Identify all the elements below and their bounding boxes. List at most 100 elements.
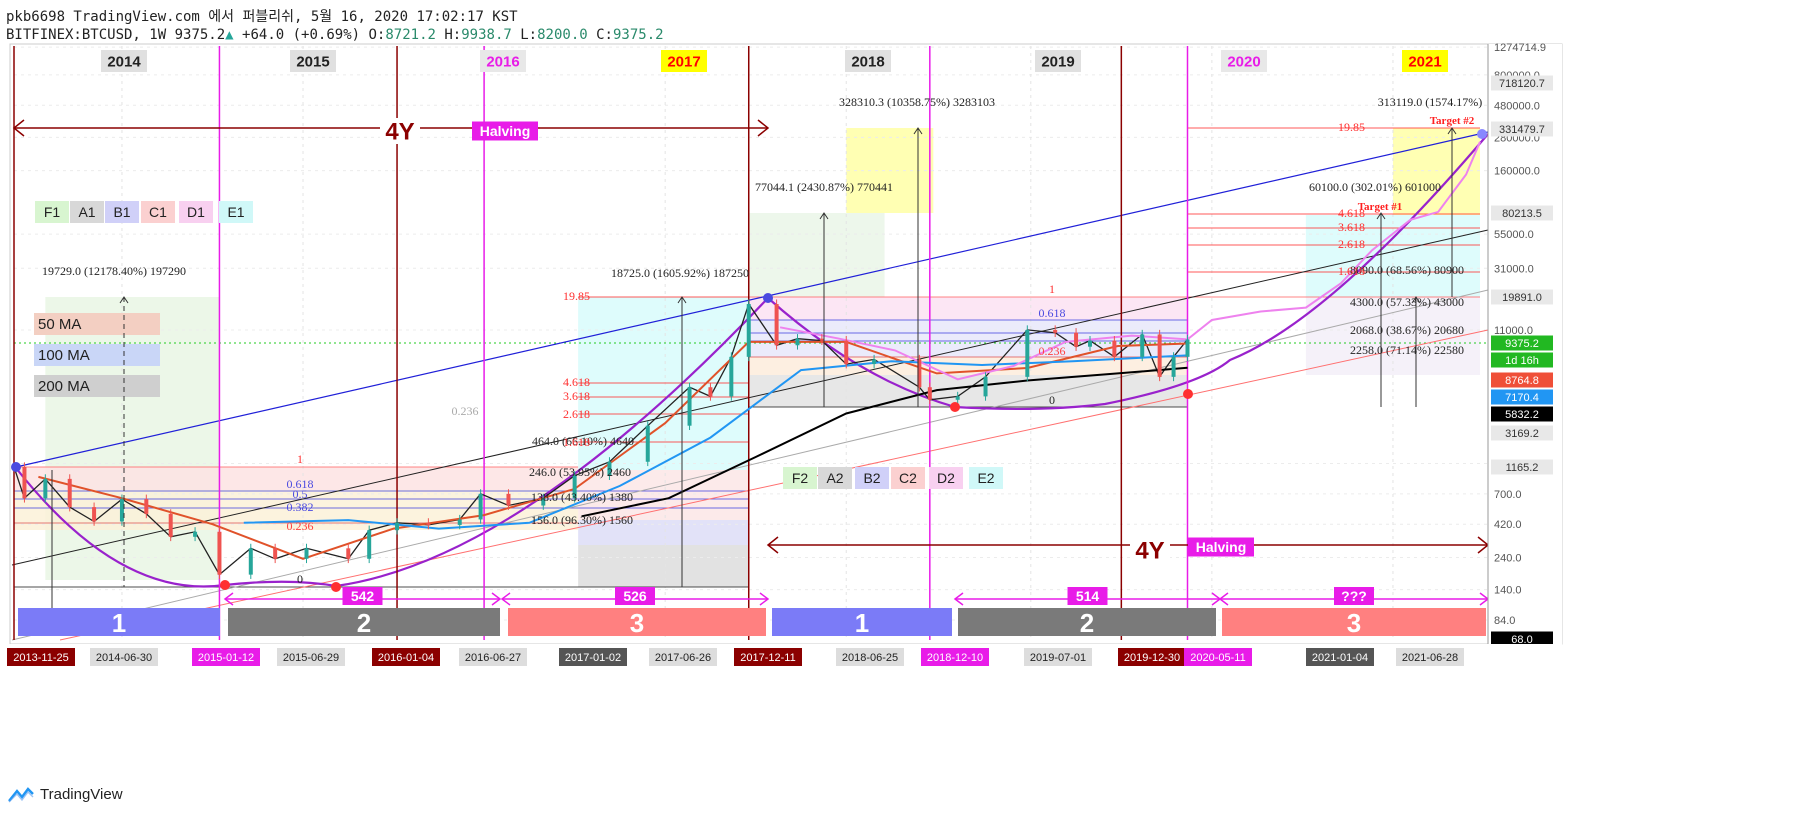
y-tick-label-13: 84.0 bbox=[1494, 615, 1515, 627]
candle-body-24 bbox=[687, 387, 692, 426]
x-tick-label-13-bg bbox=[1184, 648, 1252, 666]
day-count-0-text: 542 bbox=[351, 588, 375, 604]
measure-arrowhead-2 bbox=[819, 212, 829, 220]
ma-legend-1: 100 MA bbox=[34, 344, 160, 366]
price-tag-7-text: 7170.4 bbox=[1505, 392, 1539, 404]
x-tick-label-4-bg bbox=[372, 648, 440, 666]
zone-legend-1-F1-text: F1 bbox=[44, 204, 61, 220]
pivot-marker-2 bbox=[1477, 129, 1487, 139]
price-tag-3-bg bbox=[1491, 289, 1553, 305]
phase-number-4: 2 bbox=[1080, 608, 1094, 638]
fib-label-11: 0.236 bbox=[452, 404, 479, 418]
year-label-2015: 2015 bbox=[290, 50, 336, 72]
price-tag-8-text: 5832.2 bbox=[1505, 409, 1539, 421]
x-tick-label-0-bg bbox=[7, 648, 75, 666]
price-tag-3-text: 19891.0 bbox=[1502, 292, 1542, 304]
zone-4 bbox=[578, 545, 749, 587]
fib-label-r-0: 19.85 bbox=[1338, 120, 1365, 134]
cycle-label-2-bg bbox=[1130, 537, 1170, 563]
candle-body-8 bbox=[193, 531, 198, 537]
x-tick-label-3-text: 2015-06-29 bbox=[283, 652, 339, 664]
change: +64.0 (+0.69%) bbox=[242, 27, 361, 43]
price-tag-3: 19891.0 bbox=[1491, 289, 1553, 305]
candle-body-31 bbox=[844, 340, 849, 365]
year-label-2016-text: 2016 bbox=[486, 53, 519, 70]
year-label-2014-text: 2014 bbox=[107, 53, 141, 70]
candle-body-6 bbox=[144, 499, 149, 514]
zone-legend-1-A1-bg bbox=[70, 201, 104, 223]
measure-arrowhead-6 bbox=[1447, 127, 1457, 135]
year-label-2014-bg bbox=[101, 50, 147, 72]
price-tag-8: 5832.2 bbox=[1491, 406, 1553, 422]
price-tag-9: 3169.2 bbox=[1491, 425, 1553, 441]
fib-label-8: 0.382 bbox=[287, 500, 314, 514]
day-span-arrows-0 bbox=[223, 592, 502, 606]
phase-bar-3 bbox=[772, 608, 952, 636]
price-tag-6-bg bbox=[1491, 372, 1553, 388]
measure-label-0: 19729.0 (12178.40%) 197290 bbox=[42, 264, 186, 278]
y-tick-label-10: 420.0 bbox=[1494, 519, 1522, 531]
price-tag-5-bg bbox=[1491, 352, 1553, 368]
halving-label-1-text: Halving bbox=[480, 123, 531, 139]
year-label-2021: 2021 bbox=[1402, 50, 1448, 72]
x-tick-label-3: 2015-06-29 bbox=[277, 648, 345, 666]
x-tick-label-3-bg bbox=[277, 648, 345, 666]
year-label-2019: 2019 bbox=[1035, 50, 1081, 72]
candle-body-41 bbox=[1112, 340, 1117, 357]
x-tick-label-12-bg bbox=[1118, 648, 1186, 666]
measure-label-13: 156.0 (96.30%) 1560 bbox=[531, 513, 633, 527]
fib-label-r-5: 1 bbox=[1049, 282, 1055, 296]
halving-label-2: Halving bbox=[1188, 537, 1254, 557]
fib-label-r-2: 3.618 bbox=[1338, 220, 1365, 234]
candle-body-16 bbox=[426, 522, 431, 525]
tradingview-brand[interactable]: TradingView bbox=[8, 786, 123, 803]
trendline-black bbox=[11, 229, 1489, 566]
price-tag-0-text: 718120.7 bbox=[1499, 78, 1545, 90]
x-tick-label-15-bg bbox=[1396, 648, 1464, 666]
price-tag-11: 68.0 bbox=[1491, 631, 1553, 647]
fib-label-r-4: 1.618 bbox=[1338, 264, 1365, 278]
zone-legend-2-A2-text: A2 bbox=[826, 470, 843, 486]
day-count-1-bg bbox=[615, 587, 655, 605]
arc-curve-2 bbox=[767, 133, 1489, 411]
last-price: 9375.2 bbox=[174, 27, 226, 43]
x-tick-label-7: 2017-06-26 bbox=[649, 648, 717, 666]
pivot-marker-5 bbox=[950, 402, 960, 412]
fib-label-10: 0 bbox=[297, 572, 303, 586]
price-tag-0-bg bbox=[1491, 75, 1553, 91]
measure-arrowhead-1 bbox=[677, 296, 687, 304]
x-tick-label-9-text: 2018-06-25 bbox=[842, 652, 898, 664]
price-tag-5: 1d 16h bbox=[1491, 352, 1553, 368]
fib-label-4: 1.618 bbox=[563, 435, 590, 449]
candle-body-39 bbox=[1074, 332, 1079, 347]
zone-legend-1-B1-text: B1 bbox=[113, 204, 130, 220]
phase-bar-1 bbox=[228, 608, 500, 636]
x-tick-label-11: 2019-07-01 bbox=[1024, 648, 1092, 666]
target-label-1: Target #1 bbox=[1358, 201, 1403, 213]
zone-legend-2-D2-text: D2 bbox=[937, 470, 955, 486]
year-label-2018-text: 2018 bbox=[851, 53, 884, 70]
x-tick-label-11-bg bbox=[1024, 648, 1092, 666]
measure-label-12: 138.0 (43.40%) 1380 bbox=[531, 490, 633, 504]
x-tick-label-4-text: 2016-01-04 bbox=[378, 652, 434, 664]
y-tick-label-7: 11000.0 bbox=[1494, 325, 1533, 337]
series-line-3 bbox=[581, 366, 1188, 518]
year-label-2014: 2014 bbox=[101, 50, 147, 72]
candle-body-35 bbox=[955, 396, 960, 400]
zone-legend-2-E2-bg bbox=[969, 467, 1003, 489]
x-tick-label-14-bg bbox=[1306, 648, 1374, 666]
candle-body-30 bbox=[819, 338, 824, 341]
zone-legend-2-C2: C2 bbox=[891, 467, 925, 489]
cycle-label-1-text: 4Y bbox=[385, 119, 414, 146]
fib-label-6: 0.618 bbox=[287, 477, 314, 491]
fib-label-12: 0 bbox=[1049, 393, 1055, 407]
x-tick-label-9: 2018-06-25 bbox=[836, 648, 904, 666]
high-value: 9938.7 bbox=[461, 27, 512, 43]
halving-label-1-bg bbox=[472, 121, 538, 141]
zone-legend-1-C1-text: C1 bbox=[149, 204, 167, 220]
x-tick-label-1: 2014-06-30 bbox=[90, 648, 158, 666]
phase-number-2: 3 bbox=[630, 608, 644, 638]
candle-body-32 bbox=[872, 359, 877, 365]
zone-legend-2-F2: F2 bbox=[783, 467, 817, 489]
